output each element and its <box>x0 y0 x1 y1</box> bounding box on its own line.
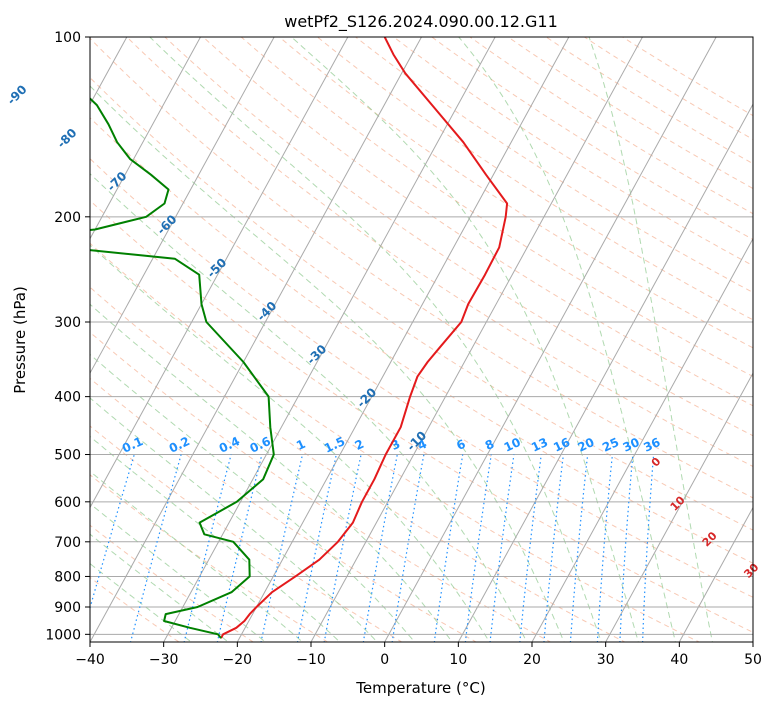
y-tick-label: 900 <box>54 600 81 616</box>
y-tick-label: 200 <box>54 210 81 226</box>
x-tick-label: 10 <box>449 652 467 668</box>
x-tick-label: −10 <box>296 652 326 668</box>
y-tick-label: 700 <box>54 535 81 551</box>
x-tick-label: 0 <box>380 652 389 668</box>
y-tick-label: 1000 <box>45 627 81 643</box>
y-tick-label: 500 <box>54 448 81 464</box>
y-tick-label: 100 <box>54 30 81 46</box>
x-tick-label: 30 <box>597 652 615 668</box>
x-tick-label: 40 <box>670 652 688 668</box>
chart-title: wetPf2_S126.2024.090.00.12.G11 <box>284 12 558 32</box>
x-tick-label: −40 <box>75 652 105 668</box>
y-tick-label: 800 <box>54 569 81 585</box>
x-tick-label: −30 <box>149 652 179 668</box>
x-axis-title: Temperature (°C) <box>355 679 485 697</box>
x-tick-label: 50 <box>744 652 762 668</box>
x-tick-label: −20 <box>223 652 253 668</box>
y-tick-label: 300 <box>54 315 81 331</box>
y-tick-label: 600 <box>54 495 81 511</box>
y-tick-label: 400 <box>54 390 81 406</box>
x-tick-label: 20 <box>523 652 541 668</box>
y-axis-title: Pressure (hPa) <box>11 286 29 394</box>
